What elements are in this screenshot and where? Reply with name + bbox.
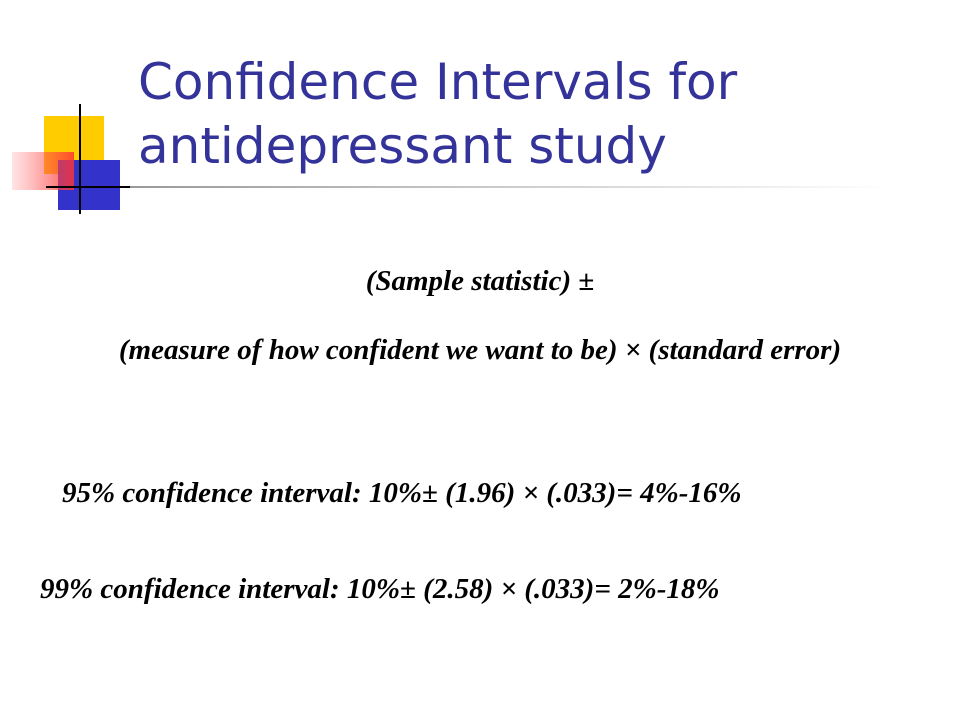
formula-line: (measure of how confident we want to be)… <box>118 334 842 366</box>
decoration <box>12 104 890 214</box>
title: Confidence Intervals for antidepressant … <box>138 53 738 175</box>
formula-line: (Sample statistic) ± <box>365 265 595 297</box>
interval-line: 95% confidence interval: 10%± (1.96) × (… <box>62 477 742 509</box>
interval-line: 99% confidence interval: 10%± (2.58) × (… <box>40 573 720 605</box>
red-square <box>12 152 74 190</box>
title-underline <box>130 186 890 188</box>
